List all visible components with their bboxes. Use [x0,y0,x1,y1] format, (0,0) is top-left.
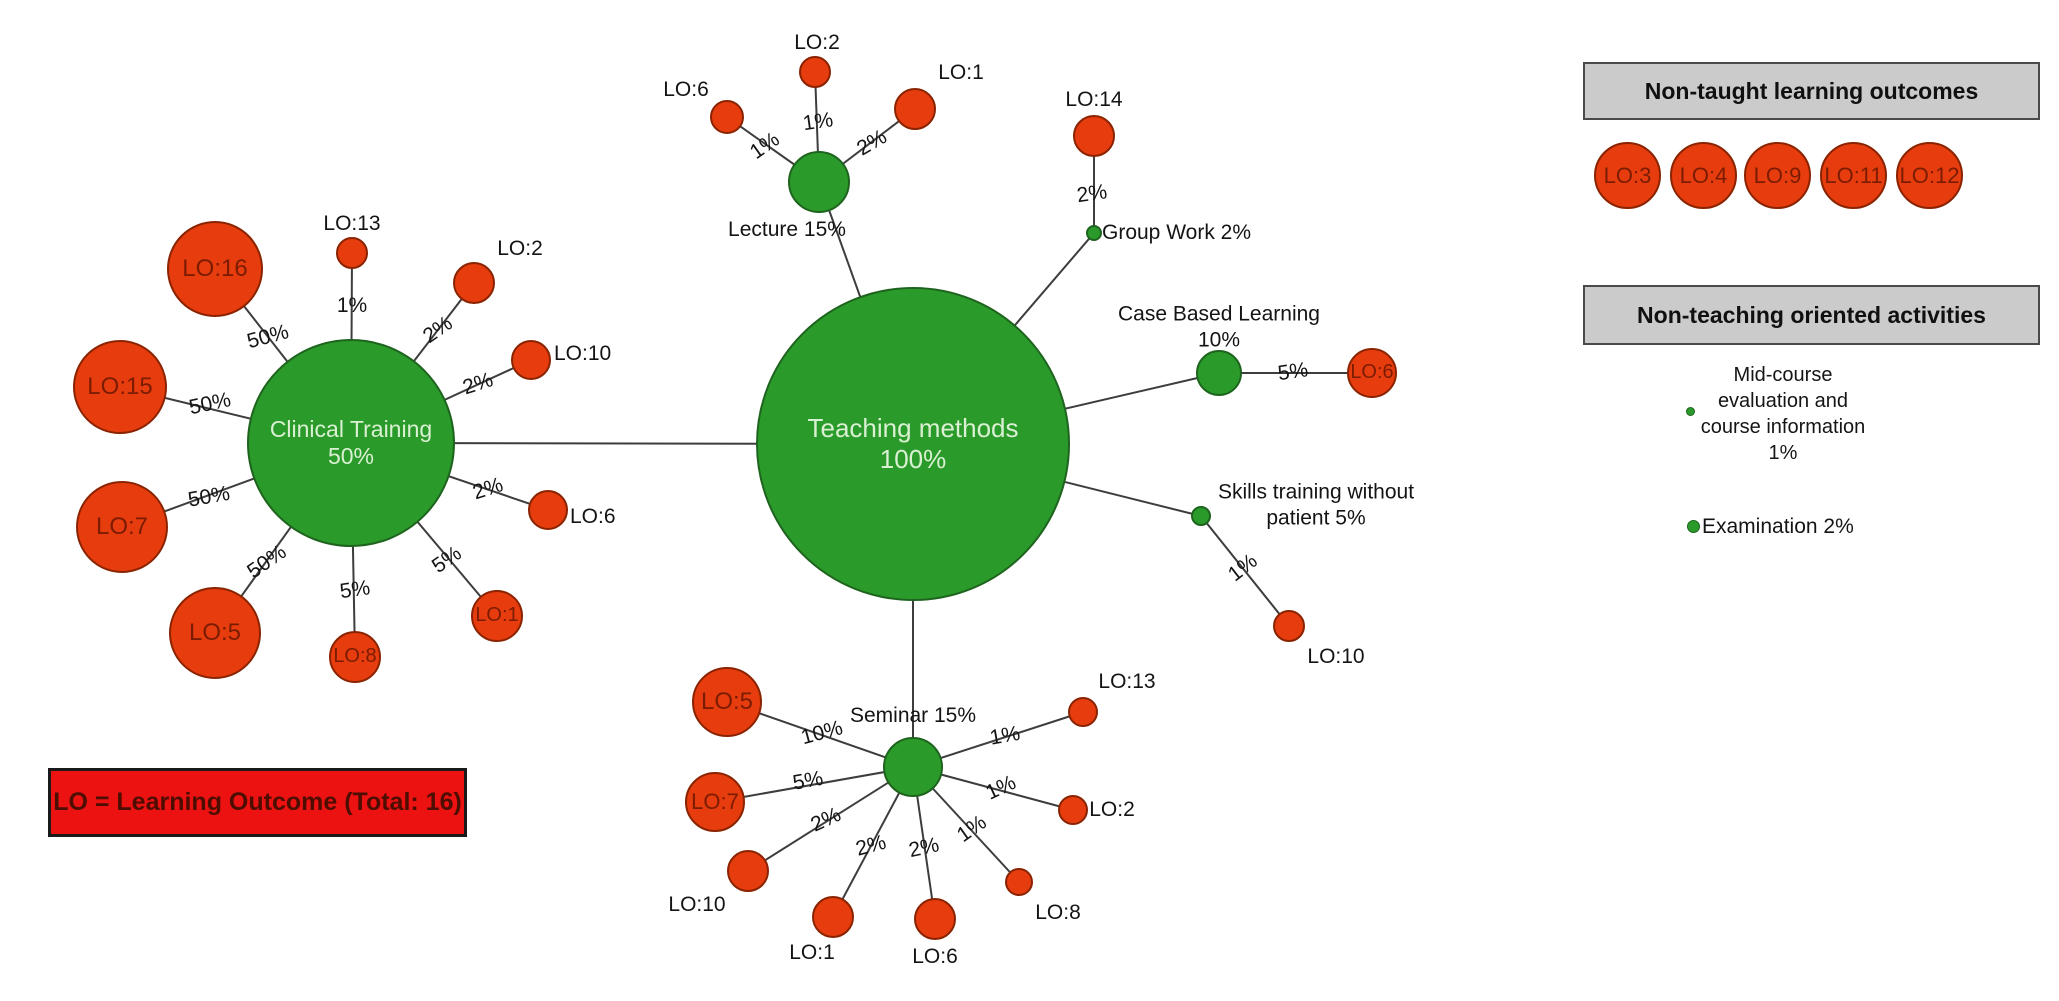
node-groupwork [1086,225,1102,241]
non-taught-lo9-label: LO:9 [1753,162,1802,188]
examination-label: Examination 2% [1702,515,1854,538]
label-m6: LO:6 [912,945,958,969]
label-m1: LO:1 [789,941,835,965]
node-l1 [894,88,936,130]
label-seminar: Seminar 15% [849,704,977,728]
node-cbl [1196,350,1242,396]
node-seminar [883,737,943,797]
non-taught-lo4: LO:4 [1670,142,1737,209]
edge-label-cbl-cb6: 5% [1276,358,1310,386]
edge-label-seminar-m7: 5% [791,766,825,795]
label-c6: LO:6 [570,505,616,529]
node-teaching: Teaching methods 100% [756,287,1070,601]
midcourse-line-4: 1% [1768,442,1798,464]
edge-label-clinical-c13: 1% [336,294,368,318]
non-taught-lo11: LO:11 [1820,142,1887,209]
label-s10: LO:10 [1307,645,1365,669]
label-cbl: Case Based Learning 10% [1118,302,1320,351]
lo-legend-text: LO = Learning Outcome (Total: 16) [53,788,462,816]
node-l6 [710,100,744,134]
node-lecture [788,151,850,213]
non-taught-lo12: LO:12 [1896,142,1963,209]
non-taught-lo11-label: LO:11 [1824,162,1883,188]
node-m13 [1068,697,1098,727]
node-cb6: LO:6 [1347,348,1397,398]
non-taught-lo3-label: LO:3 [1603,162,1652,188]
non-teaching-title: Non-teaching oriented activities [1637,301,1986,328]
label-c10: LO:10 [554,342,612,366]
midcourse-line-1: Mid-course [1733,364,1833,386]
edge-label-groupwork-g14: 2% [1075,180,1109,208]
midcourse-line-3: course information [1700,416,1866,438]
label-m8: LO:8 [1035,901,1081,925]
label-lecture: Lecture 15% [728,218,846,242]
non-taught-lo9: LO:9 [1744,142,1811,209]
node-m8 [1005,868,1033,896]
label-l6: LO:6 [663,78,709,102]
node-c7: LO:7 [76,481,168,573]
node-c8: LO:8 [329,631,381,683]
edge-label-lecture-l2: 1% [801,108,835,136]
non-taught-lo3: LO:3 [1594,142,1661,209]
non-taught-title: Non-taught learning outcomes [1644,77,1979,104]
lo-legend-box: LO = Learning Outcome (Total: 16) [48,768,467,837]
node-c15: LO:15 [73,340,167,434]
label-groupwork: Group Work 2% [1102,221,1251,245]
node-skills [1191,506,1211,526]
edge-label-clinical-c8: 5% [338,576,372,604]
midcourse-dot [1686,407,1695,416]
edge-skills-s10 [1200,515,1290,627]
non-taught-lo4-label: LO:4 [1679,162,1728,188]
node-m1 [812,896,854,938]
node-c6 [528,490,568,530]
label-m13: LO:13 [1098,670,1156,694]
edge-seminar-m10 [747,766,914,872]
edge-seminar-m7 [714,766,914,803]
label-l2: LO:2 [794,31,840,55]
label-c13: LO:13 [323,212,381,236]
label-g14: LO:14 [1065,88,1123,112]
label-m2: LO:2 [1089,798,1135,822]
non-taught-lo12-label: LO:12 [1899,162,1960,188]
node-c16: LO:16 [167,221,263,317]
node-clinical: Clinical Training 50% [247,339,455,547]
node-m2 [1058,795,1088,825]
label-c2: LO:2 [497,237,543,261]
node-s10 [1273,610,1305,642]
node-m5: LO:5 [692,667,762,737]
midcourse-activity: Mid-course evaluation and course informa… [1701,362,1866,466]
node-c2 [453,262,495,304]
non-taught-header-box: Non-taught learning outcomes [1583,62,2040,120]
label-m10: LO:10 [668,893,726,917]
label-skills: Skills training without patient 5% [1217,480,1415,529]
node-c1: LO:1 [471,590,523,642]
node-m10 [727,850,769,892]
node-m7: LO:7 [685,772,745,832]
node-c10 [511,340,551,380]
node-c13 [336,237,368,269]
node-g14 [1073,115,1115,157]
label-l1: LO:1 [938,61,984,85]
midcourse-line-2: evaluation and [1717,390,1849,412]
edge-label-seminar-m13: 1% [988,721,1022,750]
node-m6 [914,898,956,940]
node-c5: LO:5 [169,587,261,679]
node-l2 [799,56,831,88]
examination-dot [1687,520,1700,533]
non-teaching-header-box: Non-teaching oriented activities [1583,285,2040,345]
examination-activity: Examination 2% [1702,515,1854,539]
